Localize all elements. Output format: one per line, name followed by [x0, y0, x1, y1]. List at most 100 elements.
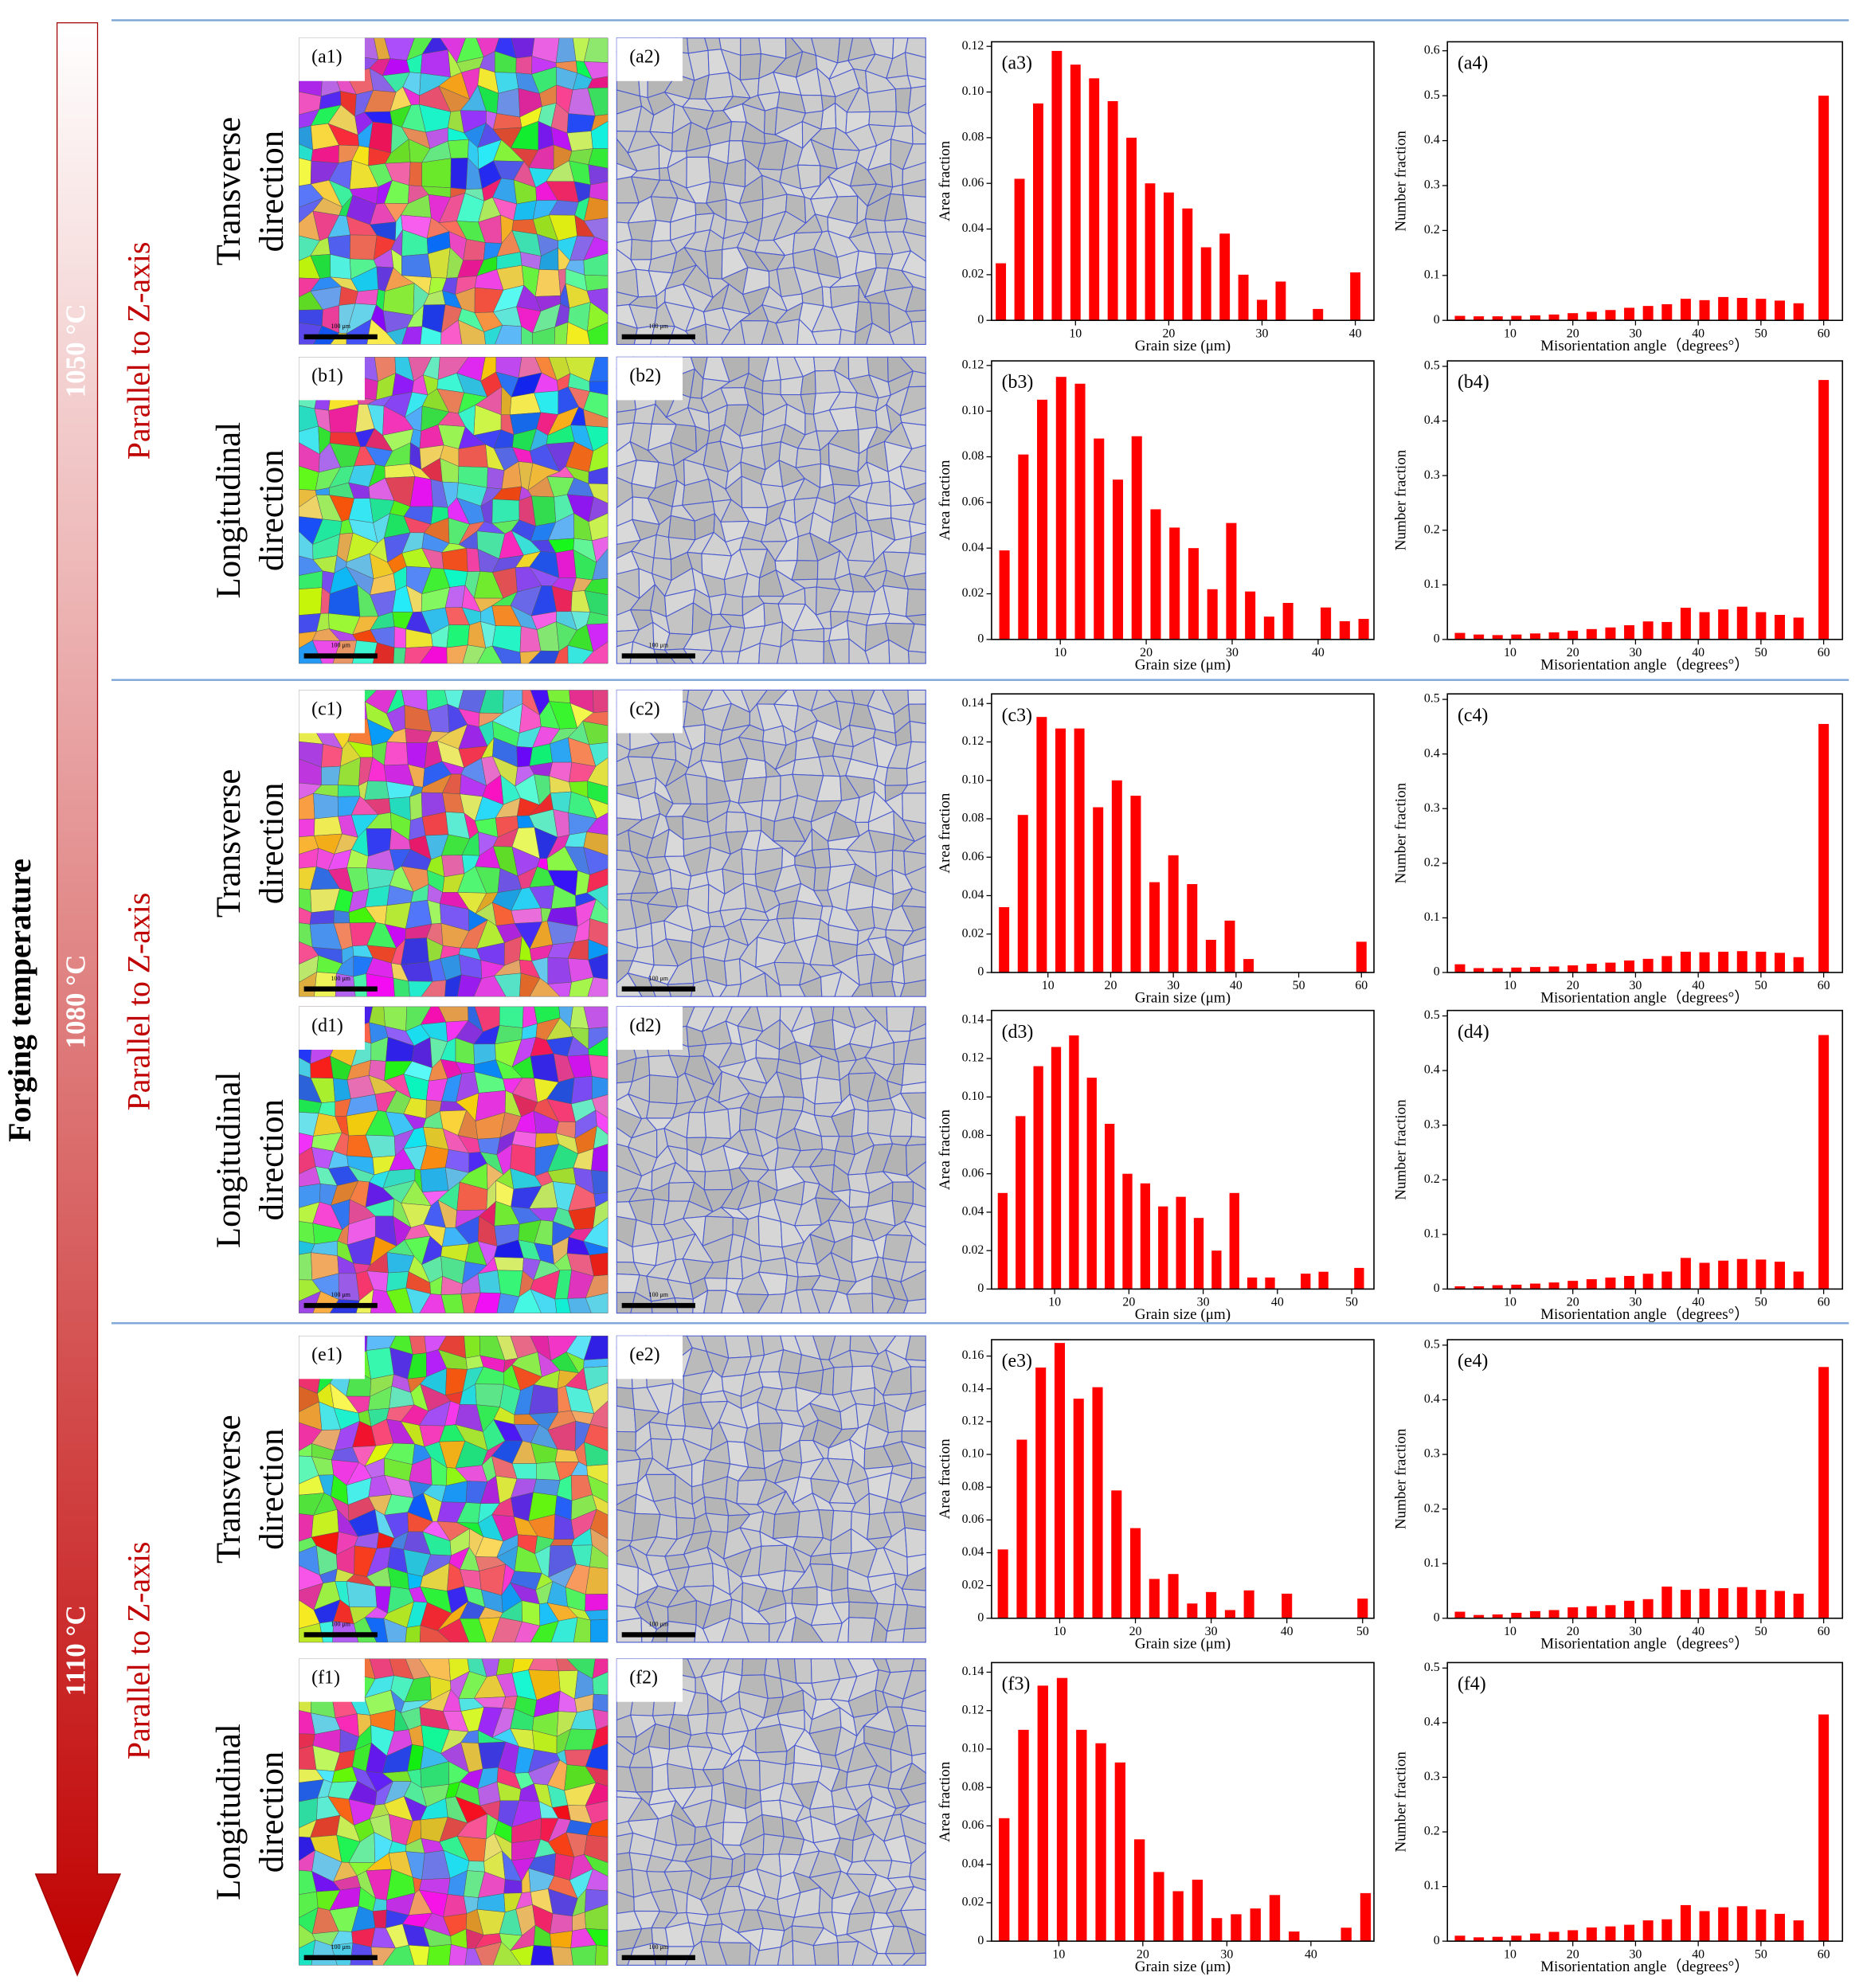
bar	[1642, 621, 1654, 640]
bar	[1243, 1590, 1254, 1618]
grain-boundary-map	[616, 37, 926, 345]
bar	[1699, 299, 1710, 321]
grain	[354, 289, 379, 306]
bar	[1755, 612, 1767, 640]
grain	[908, 703, 926, 725]
direction: direction	[253, 1751, 291, 1873]
bar	[1492, 968, 1503, 972]
bar	[1718, 296, 1729, 321]
direction: direction	[253, 449, 291, 571]
chart-panel: (e4)	[1458, 1351, 1488, 1372]
grain	[383, 742, 409, 766]
grain	[393, 647, 406, 664]
grain	[616, 1617, 643, 1643]
x-tick-label: 60	[1818, 1947, 1830, 1961]
bar	[1567, 965, 1579, 972]
bar	[1736, 1258, 1747, 1289]
bar	[1321, 607, 1332, 640]
bar	[1275, 281, 1286, 321]
bar	[1035, 1367, 1047, 1618]
grain	[739, 53, 762, 81]
grain	[687, 1713, 709, 1736]
y-tick-label: 0.1	[1424, 1879, 1440, 1892]
image-label: (d2)	[629, 1016, 661, 1036]
grain	[531, 495, 557, 526]
y-tick-label: 0.2	[1424, 522, 1440, 536]
bar	[1793, 1920, 1804, 1942]
grain	[905, 589, 926, 617]
grain	[814, 1076, 843, 1105]
grain	[495, 1658, 515, 1676]
grain	[616, 409, 637, 425]
y-tick-label: 0.02	[962, 926, 984, 940]
bar	[1661, 303, 1673, 321]
grain	[491, 499, 520, 524]
y-tick-label: 0.5	[1424, 88, 1440, 102]
y-tick-label: 0	[1434, 1610, 1440, 1624]
bar	[1016, 1439, 1027, 1618]
bar	[1245, 591, 1256, 640]
grain	[723, 958, 742, 987]
scale-bar	[621, 1632, 695, 1638]
grain	[494, 1257, 524, 1271]
grain	[704, 248, 723, 280]
bar	[1231, 1914, 1242, 1942]
chart-panel: (b4)	[1458, 372, 1489, 393]
grain	[384, 464, 416, 479]
grain	[566, 131, 593, 151]
y-tick-label: 0.2	[1424, 1172, 1440, 1186]
temperature: 1110 °C	[61, 1605, 92, 1696]
bar	[1149, 1579, 1160, 1618]
bar	[1163, 192, 1174, 321]
y-axis-label: Number fraction	[1392, 449, 1409, 550]
bar	[1149, 882, 1160, 972]
grain	[299, 587, 323, 616]
image-label: (e1)	[311, 1344, 342, 1365]
grain-boundary-map	[616, 1006, 926, 1314]
direction: direction	[253, 131, 291, 252]
bar	[1126, 137, 1137, 321]
scale-text: 100 μm	[649, 1621, 669, 1628]
bar	[1055, 377, 1066, 640]
x-tick-label: 10	[1504, 1947, 1517, 1961]
grain	[372, 1909, 387, 1928]
x-tick-label: 60	[1818, 327, 1830, 340]
bar	[1680, 1904, 1691, 1942]
grain	[738, 777, 768, 804]
bar	[1736, 606, 1747, 640]
bar	[1114, 1762, 1126, 1942]
bar	[1548, 632, 1560, 640]
bar	[1176, 1196, 1186, 1289]
bar	[1680, 608, 1691, 640]
image-label: (a1)	[311, 47, 342, 68]
label-box	[299, 1336, 365, 1379]
chart-panel: (f4)	[1458, 1674, 1486, 1695]
x-tick-label: 30	[1256, 327, 1269, 340]
bar	[1269, 1895, 1281, 1942]
bar	[1624, 307, 1635, 321]
grain	[867, 88, 897, 112]
bar	[1133, 1839, 1145, 1942]
x-tick-label: 40	[1349, 327, 1362, 340]
bar	[1313, 308, 1324, 321]
grain	[870, 980, 896, 997]
y-tick-label: 0.10	[962, 773, 984, 786]
bar	[1474, 634, 1485, 640]
x-tick-label: 10	[1054, 1625, 1066, 1638]
y-tick-label: 0	[1434, 1282, 1440, 1295]
grain	[725, 1476, 739, 1505]
bar	[1182, 208, 1193, 321]
y-tick-label: 0.12	[962, 39, 984, 53]
y-tick-label: 0.5	[1424, 1008, 1440, 1022]
bar	[1511, 967, 1522, 972]
grain	[885, 1628, 906, 1643]
y-tick-label: 0.5	[1424, 692, 1440, 706]
y-tick-label: 0	[977, 313, 984, 327]
grain	[890, 517, 912, 541]
scale-text: 100 μm	[649, 1943, 669, 1951]
bar	[1229, 1192, 1239, 1289]
bar	[1073, 1399, 1084, 1618]
x-axis-label: Grain size (μm)	[1135, 657, 1231, 674]
bar	[1056, 1677, 1068, 1942]
x-axis-label: Misorientation angle（degrees°）	[1540, 656, 1749, 674]
